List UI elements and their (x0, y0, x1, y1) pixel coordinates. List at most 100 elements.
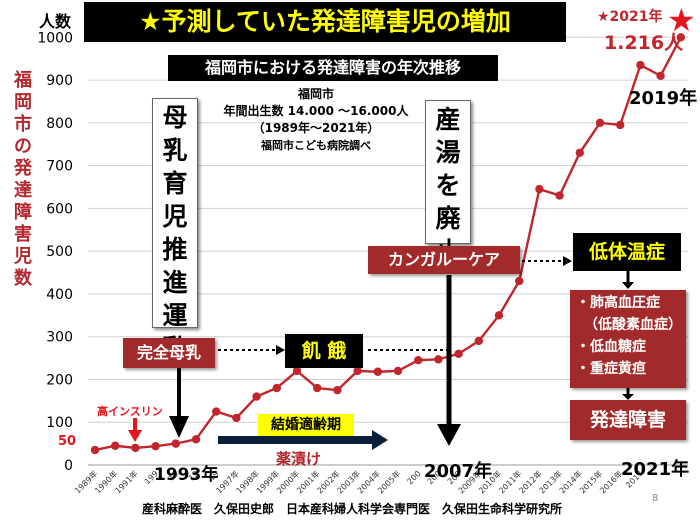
data-point (515, 276, 524, 286)
data-point (535, 184, 544, 194)
kangaroo-care-box: カンガルーケア (368, 246, 520, 274)
vertical-char: 岡 (14, 92, 32, 113)
star-year-label: ★2021年 (597, 9, 663, 25)
high-insulin-label: 高インスリン (97, 405, 163, 418)
breastfeeding-campaign-box: 母乳育児推進運動 (152, 98, 198, 363)
vertical-char: 母 (162, 103, 188, 132)
starvation-box: 飢 餓 (285, 334, 363, 368)
info-line-4: 福岡市こども病院調べ (261, 139, 371, 152)
year-2007-label: 2007年 (424, 461, 493, 482)
arrow-to-disorder-head (622, 394, 634, 400)
data-point (575, 148, 584, 157)
dotted-arrow-starvation-head (276, 345, 285, 355)
arrow-marriage-shaft (218, 436, 374, 444)
y-tick-label: 400 (46, 287, 73, 303)
y-unit-label: 人数 (39, 12, 72, 31)
developmental-disorder-box: 発達障害 (570, 400, 686, 440)
arrow-1993-head (169, 416, 189, 438)
data-point (353, 366, 362, 376)
data-point (90, 445, 100, 455)
dotted-arrow-hypothermia-head (563, 256, 572, 266)
info-block: 福岡市 年間出生数 14.000 〜16.000人 （1989年〜2021年） … (206, 86, 426, 154)
vertical-char: 達 (14, 180, 32, 201)
data-point (555, 191, 564, 200)
data-point (333, 385, 342, 395)
vertical-char: 廃 (435, 204, 461, 233)
arrow-insulin-head (128, 430, 142, 442)
data-point (636, 60, 645, 70)
arrow-marriage-head (372, 430, 388, 450)
y-tick-label: 1000 (37, 30, 73, 46)
star-value-label: 1.216人 (604, 32, 684, 54)
vertical-char: 湯 (435, 138, 461, 167)
data-point (474, 336, 483, 346)
vertical-char: 育 (162, 169, 188, 198)
data-point (151, 441, 160, 451)
y-tick-label: 300 (46, 330, 73, 346)
footer-credit: 産科麻酔医 久保田史郎 日本産科婦人科学会専門医 久保田生命科学研究所 (142, 502, 563, 516)
title-banner: ★予測していた発達障害児の増加 (84, 2, 566, 42)
complication-item: ・重症黄疸 (576, 361, 646, 377)
vertical-char: 進 (162, 268, 188, 297)
y-tick-label: 600 (46, 201, 73, 217)
y-axis-title: 福岡市の発達障害児数 (12, 70, 34, 290)
info-line-1: 福岡市 (297, 87, 334, 101)
data-point (676, 33, 685, 42)
data-point (454, 349, 463, 358)
vertical-char: の (14, 136, 32, 157)
vertical-char: 害 (14, 224, 32, 245)
vertical-char: 市 (14, 114, 32, 135)
data-point (616, 120, 625, 130)
vertical-char: 推 (162, 235, 188, 264)
y-tick-label: 100 (46, 415, 73, 431)
data-point (434, 355, 443, 364)
data-point (212, 407, 221, 416)
year-1993-label: 1993年 (154, 465, 219, 485)
complications-box: ・肺高血圧症 （低酸素血症） ・低血糖症・重症黄疸 (570, 290, 686, 388)
y-tick-label: 500 (46, 244, 73, 260)
vertical-char: 福 (14, 70, 32, 91)
subtitle-banner: 福岡市における発達障害の年次推移 (168, 55, 498, 81)
data-point (595, 118, 605, 128)
data-point (373, 367, 382, 376)
y-tick-labels: 0 100 200 300 400 500 600 700 800 900 1000 (37, 30, 73, 474)
data-point (656, 71, 665, 80)
abolish-bathing-box: 産湯を廃止 (425, 100, 471, 266)
vertical-char: 産 (435, 105, 461, 134)
year-2021-label: 2021年 (621, 459, 690, 480)
drug-soaked-label: 薬漬け (276, 450, 322, 468)
vertical-char: 数 (14, 268, 32, 289)
x-tick-label: 1991年 (113, 468, 140, 495)
data-point (252, 392, 261, 401)
info-line-2: 年間出生数 14.000 〜16.000人 (223, 104, 409, 118)
complication-item: ・低血糖症 (576, 339, 646, 355)
data-point (232, 413, 241, 423)
vertical-char: 障 (14, 202, 32, 223)
arrow-2007-head (437, 424, 461, 446)
data-point (414, 356, 423, 365)
vertical-char: 児 (162, 202, 188, 231)
vertical-char: 乳 (162, 136, 188, 165)
x-tick-label: 2005年 (375, 468, 402, 495)
complication-item: ・肺高血圧症 (576, 295, 660, 311)
data-point (272, 383, 281, 393)
y-tick-label: 900 (46, 73, 73, 89)
y-tick-label: 700 (46, 159, 73, 175)
arrow-to-complications-head (622, 282, 634, 289)
annotation-arrows (128, 256, 634, 450)
info-line-3: （1989年〜2021年） (252, 121, 380, 135)
year-2019-label: 2019年 (629, 88, 698, 109)
vertical-char: 運 (162, 301, 188, 330)
complete-breastfeeding-box: 完全母乳 (123, 338, 215, 368)
vertical-char: 発 (14, 158, 32, 179)
data-point (313, 383, 322, 393)
vertical-char: を (435, 171, 461, 200)
complication-item: （低酸素血症） (584, 317, 682, 333)
y-tick-label: 200 (46, 372, 73, 388)
data-point (131, 443, 140, 453)
x-tick-label: 200 (405, 469, 422, 486)
series-layer (90, 33, 685, 455)
data-point (111, 441, 120, 450)
y-tick-label: 800 (46, 116, 73, 132)
hypothermia-box: 低体温症 (573, 233, 681, 271)
